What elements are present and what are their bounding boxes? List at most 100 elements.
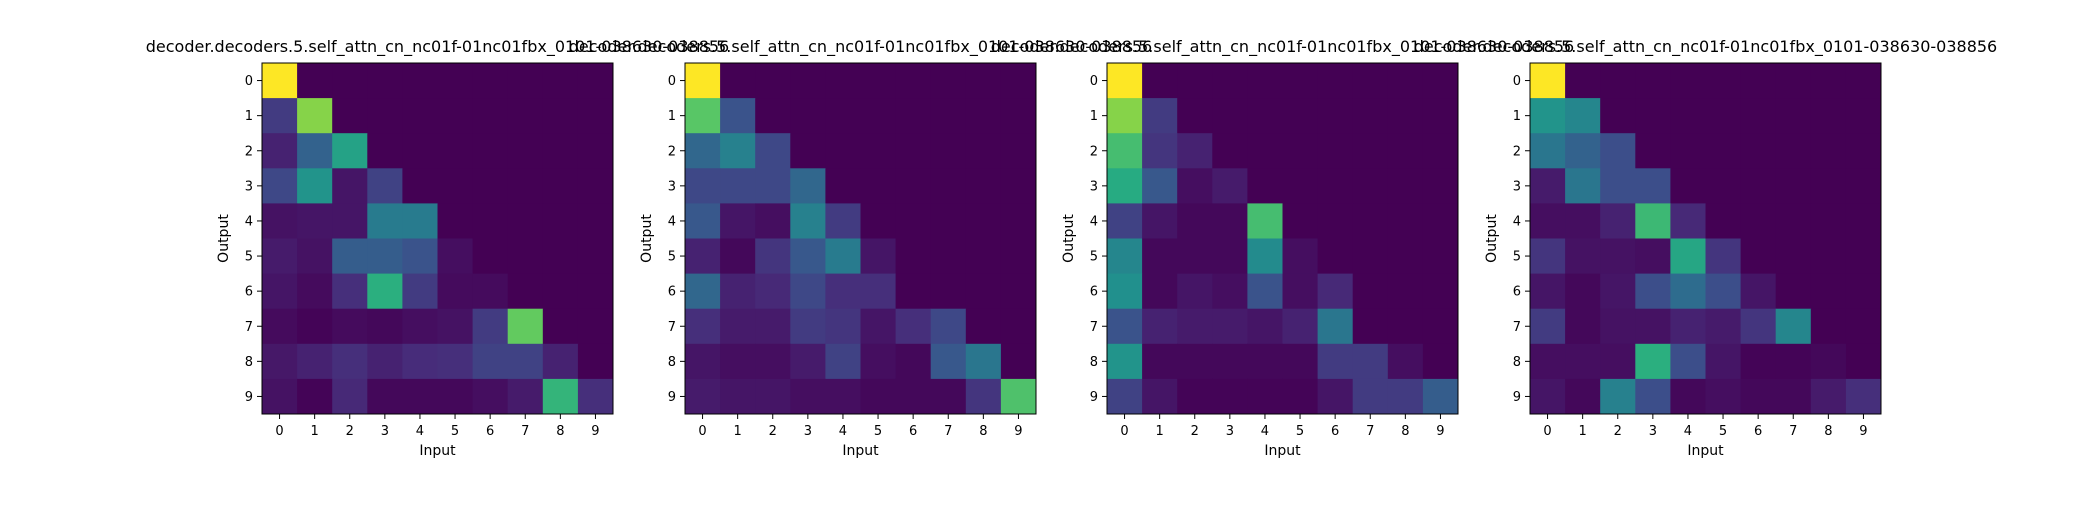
x-tick-label-8: 8 (556, 424, 564, 439)
heatmap-cell-r0-c2 (1177, 63, 1213, 99)
heatmap-cell-r7-c0 (1530, 308, 1566, 345)
heatmap-cell-r4-c9 (577, 203, 614, 239)
heatmap-cell-r6-c3 (367, 273, 403, 310)
x-tick-label-2: 2 (1191, 424, 1199, 439)
heatmap-cell-r6-c9 (1000, 273, 1037, 310)
x-tick-label-7: 7 (1789, 424, 1797, 439)
heatmap-cell-r7-c3 (790, 308, 826, 345)
chart-title: decoder.decoders.5.self_attn_cn_nc01f-01… (1414, 37, 1997, 57)
heatmap-cell-r8-c6 (1740, 343, 1777, 380)
heatmap-cell-r9-c4 (825, 378, 861, 415)
heatmap-cell-r8-c8 (542, 343, 579, 380)
heatmap-cell-r7-c3 (1635, 308, 1671, 345)
heatmap-cell-r2-c1 (1565, 133, 1601, 169)
heatmap-cell-r9-c9 (1422, 378, 1459, 415)
heatmap-cell-r2-c7 (930, 133, 967, 169)
heatmap-cell-r6-c8 (542, 273, 579, 310)
heatmap-cell-r2-c3 (1635, 133, 1671, 169)
heatmap-cell-r3-c4 (402, 168, 438, 204)
heatmap-cell-r6-c5 (860, 273, 896, 310)
heatmap-cell-r4-c7 (1775, 203, 1812, 239)
heatmap-cell-r3-c0 (1107, 168, 1143, 204)
heatmap-cell-r8-c8 (1387, 343, 1424, 380)
heatmap-cell-r5-c8 (1387, 238, 1424, 274)
heatmap-cell-r8-c6 (472, 343, 509, 380)
heatmap-cell-r5-c9 (577, 238, 614, 274)
heatmap-cell-r0-c1 (1565, 63, 1601, 99)
heatmap-cell-r0-c0 (1530, 63, 1566, 99)
heatmap-cell-r0-c2 (755, 63, 791, 99)
heatmap-cell-r2-c2 (332, 133, 368, 169)
heatmap-cell-r0-c6 (1740, 63, 1777, 99)
heatmap-cell-r5-c7 (1775, 238, 1812, 274)
heatmap-cell-r3-c8 (965, 168, 1002, 204)
heatmap-cell-r0-c7 (1352, 63, 1389, 99)
heatmap-cell-r0-c3 (1212, 63, 1248, 99)
heatmap-cell-r4-c9 (1422, 203, 1459, 239)
heatmap-cell-r7-c4 (1670, 308, 1706, 345)
heatmap-cell-r1-c8 (542, 98, 579, 134)
heatmap-cell-r9-c9 (1845, 378, 1882, 415)
heatmap-cell-r1-c2 (755, 98, 791, 134)
heatmap-cell-r2-c5 (1705, 133, 1741, 169)
heatmap-cell-r4-c4 (1670, 203, 1706, 239)
heatmap-cell-r8-c7 (507, 343, 544, 380)
heatmap-cell-r1-c9 (1422, 98, 1459, 134)
heatmap-cell-r9-c7 (1775, 378, 1812, 415)
heatmap-cell-r1-c6 (895, 98, 932, 134)
x-tick-label-0: 0 (1120, 424, 1128, 439)
heatmap-cell-r9-c6 (1317, 378, 1354, 415)
heatmap-cell-r4-c5 (1282, 203, 1318, 239)
y-tick-label-0: 0 (1090, 74, 1098, 89)
heatmap-cell-r2-c0 (685, 133, 721, 169)
heatmap-cell-r9-c4 (1247, 378, 1283, 415)
heatmap-cell-r5-c7 (930, 238, 967, 274)
heatmap-cell-r1-c1 (1565, 98, 1601, 134)
x-tick-label-5: 5 (1719, 424, 1727, 439)
heatmap-cell-r0-c9 (577, 63, 614, 99)
heatmap-cell-r8-c9 (577, 343, 614, 380)
heatmap-cell-r9-c4 (402, 378, 438, 415)
heatmap-cell-r1-c5 (860, 98, 896, 134)
x-tick-label-4: 4 (1684, 424, 1692, 439)
heatmap-cell-r6-c5 (437, 273, 473, 310)
heatmap-cell-r2-c3 (1212, 133, 1248, 169)
heatmap-cell-r6-c1 (297, 273, 333, 310)
y-axis-label: Output (216, 214, 232, 263)
heatmap-cell-r8-c4 (825, 343, 861, 380)
heatmap-cell-r0-c6 (1317, 63, 1354, 99)
heatmap-cell-r4-c8 (965, 203, 1002, 239)
heatmap-cell-r5-c3 (1635, 238, 1671, 274)
x-tick-label-3: 3 (804, 424, 812, 439)
heatmap-cell-r9-c3 (1212, 378, 1248, 415)
heatmap-cell-r4-c1 (1565, 203, 1601, 239)
heatmap-cell-r8-c3 (1635, 343, 1671, 380)
heatmap-cell-r7-c4 (825, 308, 861, 345)
heatmap-cell-r4-c8 (1387, 203, 1424, 239)
heatmap-cell-r3-c8 (1387, 168, 1424, 204)
heatmap-cell-r5-c2 (755, 238, 791, 274)
chart-title: decoder.decoders.5.self_attn_cn_nc01f-01… (146, 37, 729, 57)
heatmap-cell-r3-c0 (685, 168, 721, 204)
heatmap-cell-r5-c0 (1107, 238, 1143, 274)
heatmap-cell-r3-c7 (1352, 168, 1389, 204)
heatmap-cell-r1-c0 (685, 98, 721, 134)
heatmap-cell-r9-c1 (720, 378, 756, 415)
x-tick-label-6: 6 (486, 424, 494, 439)
heatmap-cell-r8-c1 (720, 343, 756, 380)
heatmap-cell-r3-c3 (367, 168, 403, 204)
heatmap-cell-r7-c7 (1352, 308, 1389, 345)
heatmap-cell-r1-c1 (1142, 98, 1178, 134)
heatmap-cell-r0-c5 (860, 63, 896, 99)
heatmap-cell-r3-c5 (1282, 168, 1318, 204)
heatmap-cell-r9-c7 (507, 378, 544, 415)
heatmap-cell-r8-c9 (1000, 343, 1037, 380)
heatmap-cell-r5-c6 (1317, 238, 1354, 274)
heatmap-cell-r6-c1 (1142, 273, 1178, 310)
y-tick-label-3: 3 (245, 179, 253, 194)
heatmap-cell-r9-c5 (860, 378, 896, 415)
heatmap-cell-r7-c5 (1282, 308, 1318, 345)
heatmap-cell-r7-c9 (1422, 308, 1459, 345)
heatmap-cell-r2-c2 (1600, 133, 1636, 169)
